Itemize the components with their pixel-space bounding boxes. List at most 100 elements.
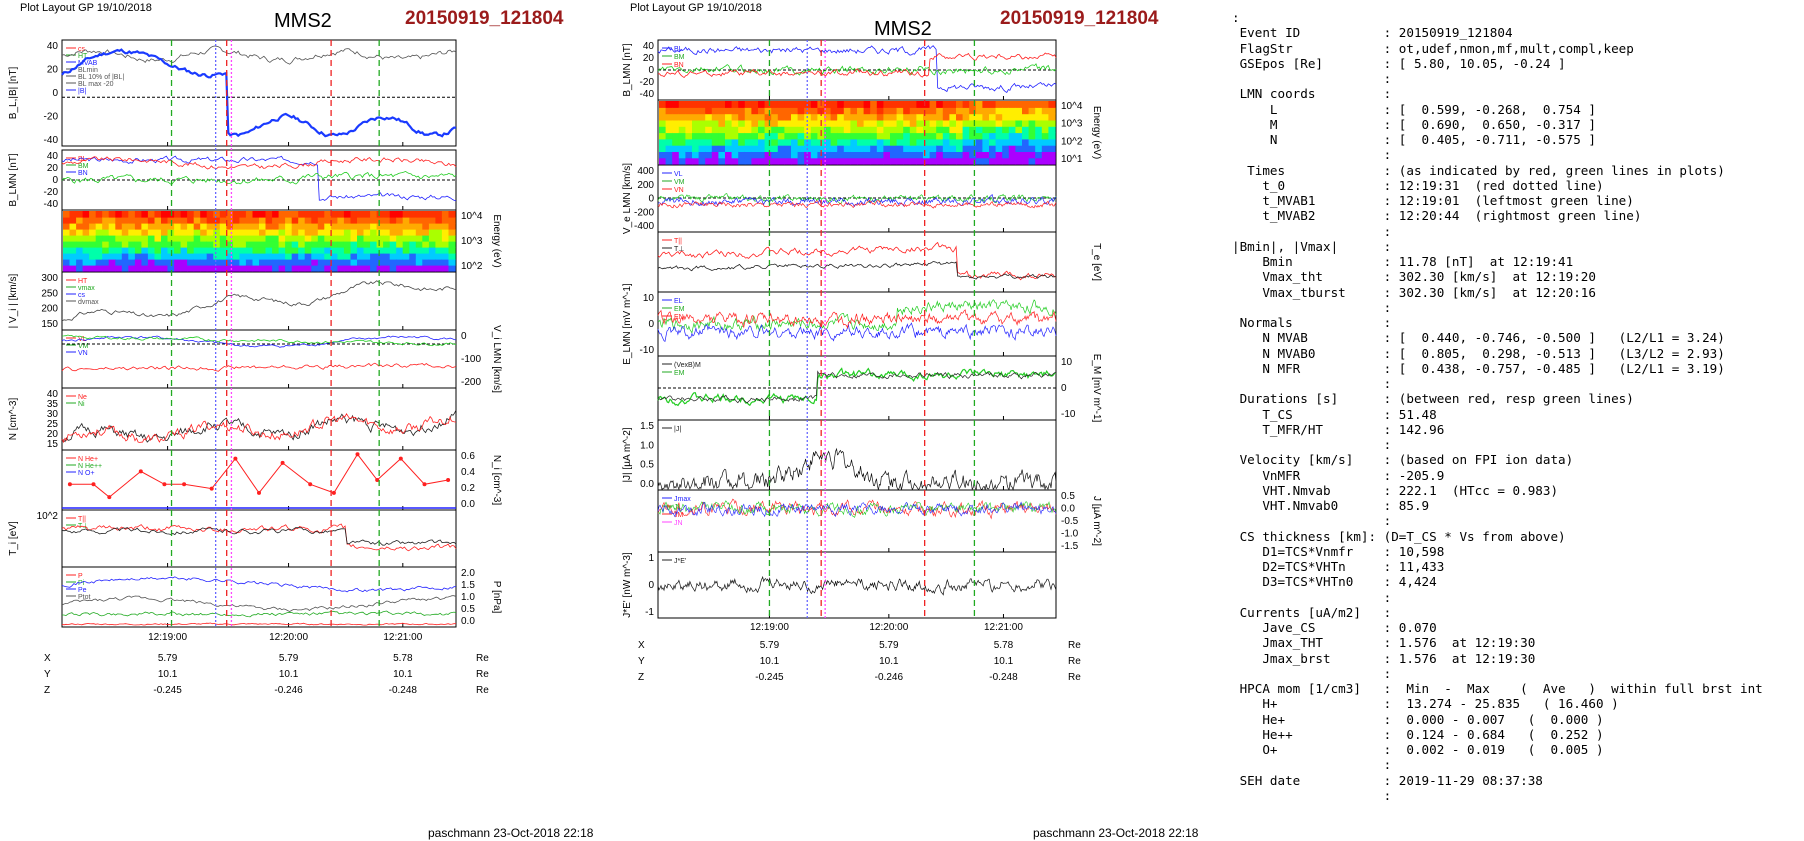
spectrogram-cell xyxy=(751,107,759,115)
spectrogram-cell xyxy=(659,145,667,152)
spectrogram-cell xyxy=(916,157,924,165)
spectrogram-cell xyxy=(102,247,110,254)
spectrogram-cell xyxy=(731,157,739,165)
spectrogram-cell xyxy=(409,247,417,254)
tick-label: -20 xyxy=(44,112,59,123)
summary-line: Jmax_THT : 1.576 at 12:19:30 xyxy=(1232,635,1536,651)
spectrogram-cell xyxy=(883,113,891,121)
spectrogram-cell xyxy=(777,113,785,121)
spectrogram-cell xyxy=(108,211,116,218)
spectrogram-cell xyxy=(206,211,214,218)
spectrogram-cell xyxy=(659,157,667,165)
spectrogram-cell xyxy=(764,119,772,127)
spectrogram-cell xyxy=(291,253,299,260)
spectrogram-cell xyxy=(725,126,733,134)
spectrogram-cell xyxy=(108,223,116,230)
tick-label: 10^3 xyxy=(1061,119,1083,130)
spectrogram-cell xyxy=(219,235,227,242)
spectrogram-cell xyxy=(903,151,911,159)
spectrogram-cell xyxy=(330,247,338,254)
spectrogram-cell xyxy=(63,247,71,254)
spectrogram-cell xyxy=(1002,132,1010,140)
spectrogram-cell xyxy=(415,265,423,272)
series-Tpar xyxy=(61,523,457,552)
spectrogram-cell xyxy=(824,126,832,134)
summary-line: : xyxy=(1232,787,1392,803)
spectrogram-cell xyxy=(82,265,90,272)
spectrogram-cell xyxy=(285,259,293,266)
spectrogram-cell xyxy=(982,145,990,152)
tick-label: 10^2 xyxy=(37,511,59,522)
spectrogram-cell xyxy=(1002,145,1010,152)
spectrogram-cell xyxy=(108,217,116,224)
spectrogram-cell xyxy=(705,107,713,115)
spectrogram-cell xyxy=(758,107,766,115)
spectrogram-cell xyxy=(422,265,430,272)
spectrogram-cell xyxy=(903,113,911,121)
spectrogram-cell xyxy=(738,138,746,146)
spectrogram-cell xyxy=(771,138,779,146)
spectrogram-cell xyxy=(672,132,680,140)
summary-line: t_0 : 12:19:31 (red dotted line) xyxy=(1232,177,1604,193)
spectrogram-cell xyxy=(949,145,957,152)
spectrogram-cell xyxy=(890,113,898,121)
spectrogram-cell xyxy=(692,138,700,146)
spectrogram-cell xyxy=(903,157,911,165)
spectrogram-cell xyxy=(771,157,779,165)
summary-line: Jmax_brst : 1.576 at 12:19:30 xyxy=(1232,650,1536,666)
spectrogram-cell xyxy=(193,247,201,254)
spectrogram-cell xyxy=(370,247,378,254)
spectrogram-cell xyxy=(678,157,686,165)
spectrogram-cell xyxy=(402,265,410,272)
spectrogram-cell xyxy=(830,107,838,115)
spectrogram-cell xyxy=(324,253,332,260)
tick-label: 10 xyxy=(1061,357,1073,368)
spectrogram-cell xyxy=(711,157,719,165)
spectrogram-cell xyxy=(678,151,686,159)
spectrogram-cell xyxy=(278,253,286,260)
spectrogram-cell xyxy=(259,259,267,266)
spectrogram-cell xyxy=(698,113,706,121)
spectrogram-cell xyxy=(784,157,792,165)
spectrogram-cell xyxy=(1002,151,1010,159)
spectrogram-cell xyxy=(383,217,391,224)
spectrogram-cell xyxy=(245,247,253,254)
tick-label: 0.0 xyxy=(640,479,654,490)
series-B-magnitude xyxy=(61,45,457,65)
spectrogram-cell xyxy=(837,145,845,152)
spectrogram-cell xyxy=(422,211,430,218)
spectrogram-cell xyxy=(744,145,752,152)
spectrogram-cell xyxy=(76,235,84,242)
summary-line: LMN coords : xyxy=(1232,86,1392,102)
spectrogram-cell xyxy=(376,211,384,218)
legend-label: HT xyxy=(78,53,88,60)
spectrogram-cell xyxy=(69,241,77,248)
spectrogram-cell xyxy=(128,217,136,224)
spectrogram-cell xyxy=(685,145,693,152)
spectrogram-cell xyxy=(337,211,345,218)
spectrogram-cell xyxy=(376,241,384,248)
spectrogram-cell xyxy=(1002,119,1010,127)
spectrogram-cell xyxy=(448,259,456,266)
spectrogram-cell xyxy=(278,217,286,224)
spectrogram-cell xyxy=(995,145,1003,152)
spectrogram-cell xyxy=(929,157,937,165)
series-VN xyxy=(61,362,457,372)
spectrogram-cell xyxy=(134,259,142,266)
spectrogram-cell xyxy=(389,253,397,260)
legend-label: J*E' xyxy=(674,558,686,565)
spectrogram-cell xyxy=(167,253,175,260)
spectrogram-cell xyxy=(89,247,97,254)
spectrogram-cell xyxy=(95,217,103,224)
spectrogram-cell xyxy=(89,235,97,242)
spectrogram-cell xyxy=(330,235,338,242)
spectrogram-cell xyxy=(180,229,188,236)
spectrogram-cell xyxy=(245,235,253,242)
spectrogram-cell xyxy=(76,265,84,272)
spectrogram-cell xyxy=(415,229,423,236)
spectrogram-cell xyxy=(298,211,306,218)
spectrogram-cell xyxy=(863,119,871,127)
spectrogram-cell xyxy=(784,138,792,146)
spectrogram-cell xyxy=(415,241,423,248)
spectrogram-cell xyxy=(837,132,845,140)
